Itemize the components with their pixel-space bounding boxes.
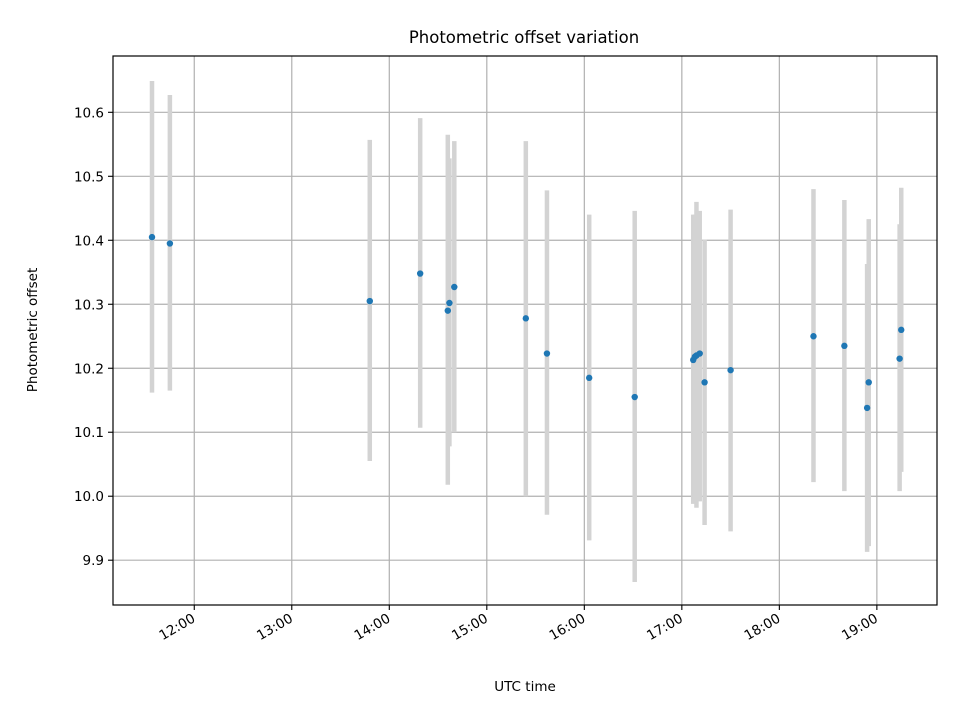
x-tick-label: 16:00 (547, 611, 589, 644)
data-point (810, 333, 817, 340)
x-tick-label: 12:00 (157, 611, 199, 644)
data-point (451, 283, 458, 291)
data-point (896, 355, 903, 362)
y-tick-label: 9.9 (83, 553, 104, 569)
data-point (366, 297, 373, 305)
data-point (701, 379, 708, 386)
y-tick-label: 10.6 (74, 105, 104, 121)
x-axis-label: UTC time (494, 679, 556, 695)
y-axis-ticks: 9.9 10.0 10.1 10.2 10.3 10.4 10.5 10.6 (74, 105, 113, 569)
x-tick-label: 15:00 (449, 611, 491, 644)
data-points (148, 233, 905, 412)
x-tick-label: 18:00 (742, 611, 784, 644)
y-axis-label: Photometric offset (25, 268, 41, 392)
y-tick-label: 10.4 (74, 233, 104, 249)
error-bars (149, 80, 904, 582)
data-point (543, 350, 551, 357)
data-point (863, 404, 871, 412)
y-tick-label: 10.5 (74, 169, 104, 185)
chart-title: Photometric offset variation (409, 28, 639, 47)
x-axis-ticks: 12:00 13:00 14:00 15:00 16:00 17:00 18:00 19:00 (157, 605, 881, 644)
y-tick-label: 10.1 (74, 425, 104, 441)
data-point (865, 379, 872, 386)
data-point (522, 315, 530, 322)
y-tick-label: 10.3 (74, 297, 104, 313)
data-point (898, 326, 905, 334)
data-point (148, 233, 156, 241)
x-tick-label: 14:00 (352, 611, 394, 644)
x-tick-label: 19:00 (839, 611, 881, 644)
plot-frame (112, 55, 938, 606)
data-point (166, 240, 174, 247)
data-point (841, 342, 848, 350)
data-point (446, 299, 453, 307)
data-point (727, 366, 734, 374)
data-point (696, 350, 703, 357)
x-tick-label: 17:00 (644, 611, 686, 644)
x-tick-label: 13:00 (254, 611, 296, 644)
data-point (416, 270, 424, 277)
data-point (585, 374, 593, 382)
y-tick-label: 10.2 (74, 361, 104, 377)
data-point (444, 307, 452, 314)
y-tick-label: 10.0 (74, 489, 104, 505)
data-point (631, 393, 638, 401)
